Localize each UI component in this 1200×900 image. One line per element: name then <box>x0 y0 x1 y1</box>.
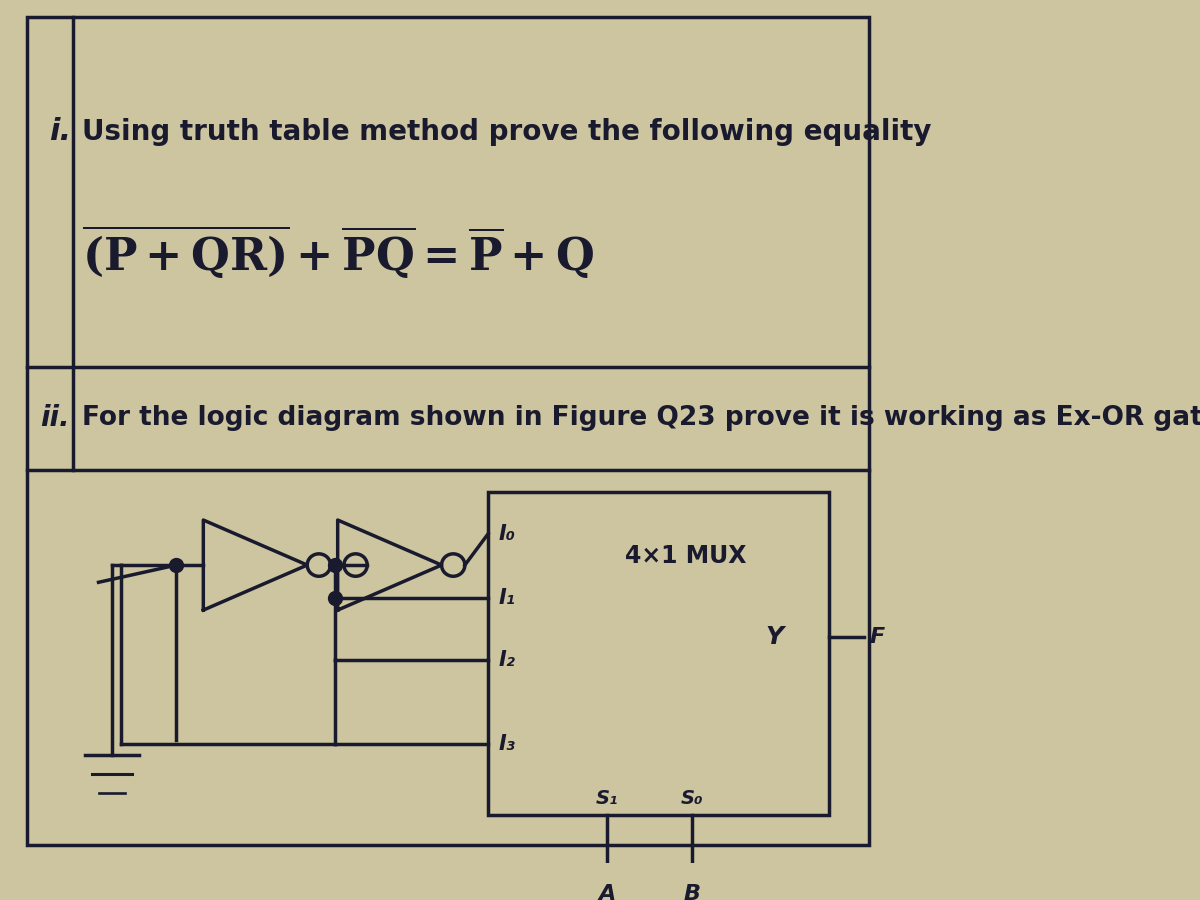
Text: A: A <box>599 884 616 900</box>
Text: i.: i. <box>49 117 71 146</box>
Bar <box>488 491 828 815</box>
Text: B: B <box>684 884 701 900</box>
Text: For the logic diagram shown in Figure Q23 prove it is working as Ex-OR gate.: For the logic diagram shown in Figure Q2… <box>83 405 1200 431</box>
Text: Y: Y <box>764 626 784 649</box>
Text: F: F <box>870 627 884 647</box>
Text: $\mathbf{\overline{(P + QR)} + \overline{PQ} = \overline{P} + Q}$: $\mathbf{\overline{(P + QR)} + \overline… <box>83 223 595 282</box>
Text: Using truth table method prove the following equality: Using truth table method prove the follo… <box>83 118 932 146</box>
Text: S₀: S₀ <box>682 789 703 808</box>
Text: I₂: I₂ <box>499 650 516 670</box>
Text: 4×1 MUX: 4×1 MUX <box>625 544 746 569</box>
Text: S₁: S₁ <box>596 789 618 808</box>
Text: I₁: I₁ <box>499 589 516 608</box>
Text: ii.: ii. <box>41 404 70 432</box>
Text: I₃: I₃ <box>499 734 516 754</box>
Text: I₀: I₀ <box>499 524 516 544</box>
